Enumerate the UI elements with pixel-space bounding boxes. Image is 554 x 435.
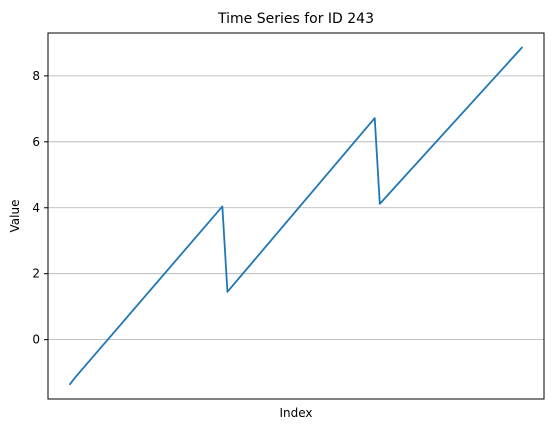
y-tick-label: 0 bbox=[32, 333, 40, 347]
y-tick-label: 8 bbox=[32, 69, 40, 83]
plot-frame bbox=[47, 32, 545, 400]
series-line bbox=[69, 46, 523, 386]
x-axis-label: Index bbox=[279, 406, 312, 420]
y-grid-lines bbox=[48, 75, 544, 341]
y-axis-label: Value bbox=[8, 200, 22, 233]
series-layer bbox=[69, 46, 523, 386]
y-tick-label: 6 bbox=[32, 135, 40, 149]
y-tick-label: 2 bbox=[32, 267, 40, 281]
axes-layer: 0 2 4 6 8 bbox=[32, 69, 48, 347]
chart-title: Time Series for ID 243 bbox=[217, 11, 374, 27]
y-tick-label: 4 bbox=[32, 201, 40, 215]
